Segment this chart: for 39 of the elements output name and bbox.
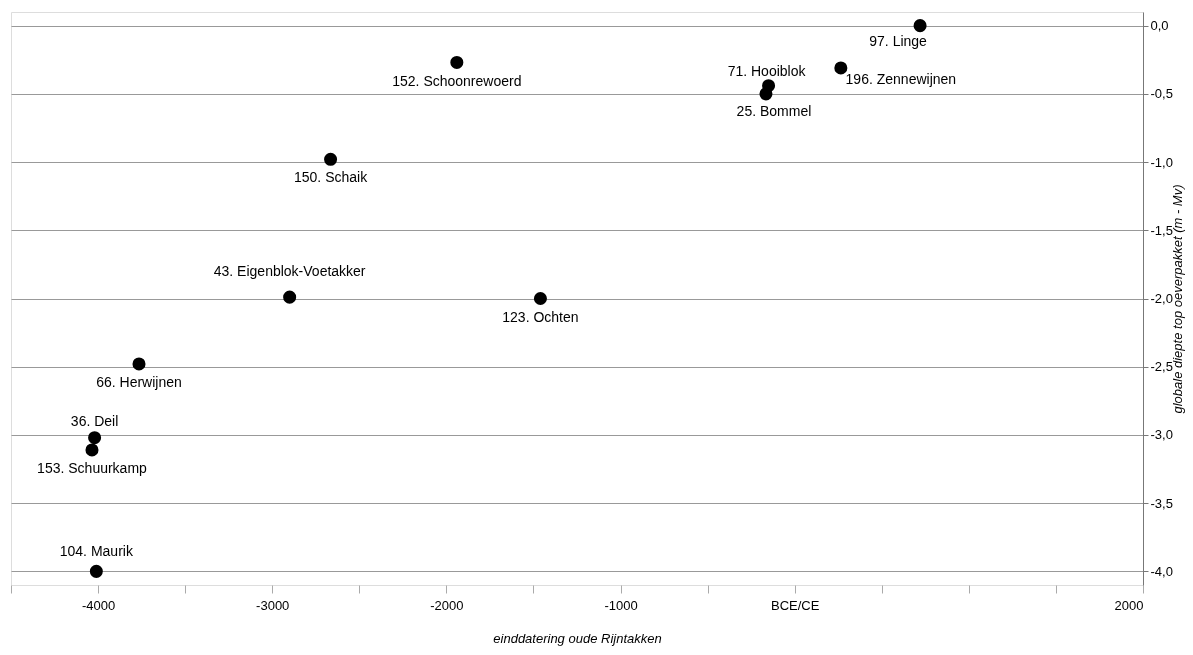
point <box>283 290 297 304</box>
annotation: 66. Herwijnen <box>96 373 182 390</box>
x-tick-label: 2000 <box>1114 597 1144 613</box>
x-axis-title: einddatering oude Rijntakken <box>493 630 662 646</box>
annotation: 71. Hooiblok <box>727 62 807 79</box>
annotation: 196. Zennewijnen <box>845 70 957 87</box>
x-tick-label: -1000 <box>604 597 638 613</box>
point <box>759 87 773 101</box>
point <box>913 19 927 33</box>
annotation: 97. Linge <box>869 32 928 49</box>
y-tick-label: 0,0 <box>1150 18 1169 34</box>
x-tick-label: -2000 <box>430 597 464 613</box>
point <box>85 443 99 457</box>
y-tick-label: -1,5 <box>1150 222 1173 238</box>
y-tick-label: -4,0 <box>1150 563 1173 579</box>
x-tick-label: -4000 <box>81 597 116 613</box>
annotation: 153. Schuurkamp <box>37 459 148 476</box>
point <box>88 431 102 445</box>
annotation: 150. Schaik <box>293 169 369 186</box>
x-tick-label: -3000 <box>256 597 290 613</box>
y-tick-label: -2,5 <box>1150 359 1173 375</box>
y-tick-label: -2,0 <box>1150 291 1173 306</box>
annotation: 36. Deil <box>70 412 119 429</box>
y-tick-label: -1,0 <box>1150 154 1173 170</box>
y-tick-label: -0,5 <box>1150 86 1173 102</box>
point <box>533 291 547 306</box>
annotation: 25. Bommel <box>736 102 812 119</box>
y-tick-label: -3,0 <box>1150 427 1173 443</box>
y-tick-label: -3,5 <box>1150 495 1173 511</box>
annotation: 152. Schoonrewoerd <box>392 73 522 90</box>
x-tick-label: BCE/CE <box>770 597 820 613</box>
annotation: 123. Ochten <box>502 308 579 325</box>
point <box>450 55 464 69</box>
point <box>132 357 146 371</box>
point <box>324 152 338 166</box>
point <box>89 564 103 578</box>
annotation: 43. Eigenblok-Voetakker <box>213 263 366 280</box>
annotation: 104. Maurik <box>59 543 134 560</box>
point <box>834 61 848 75</box>
